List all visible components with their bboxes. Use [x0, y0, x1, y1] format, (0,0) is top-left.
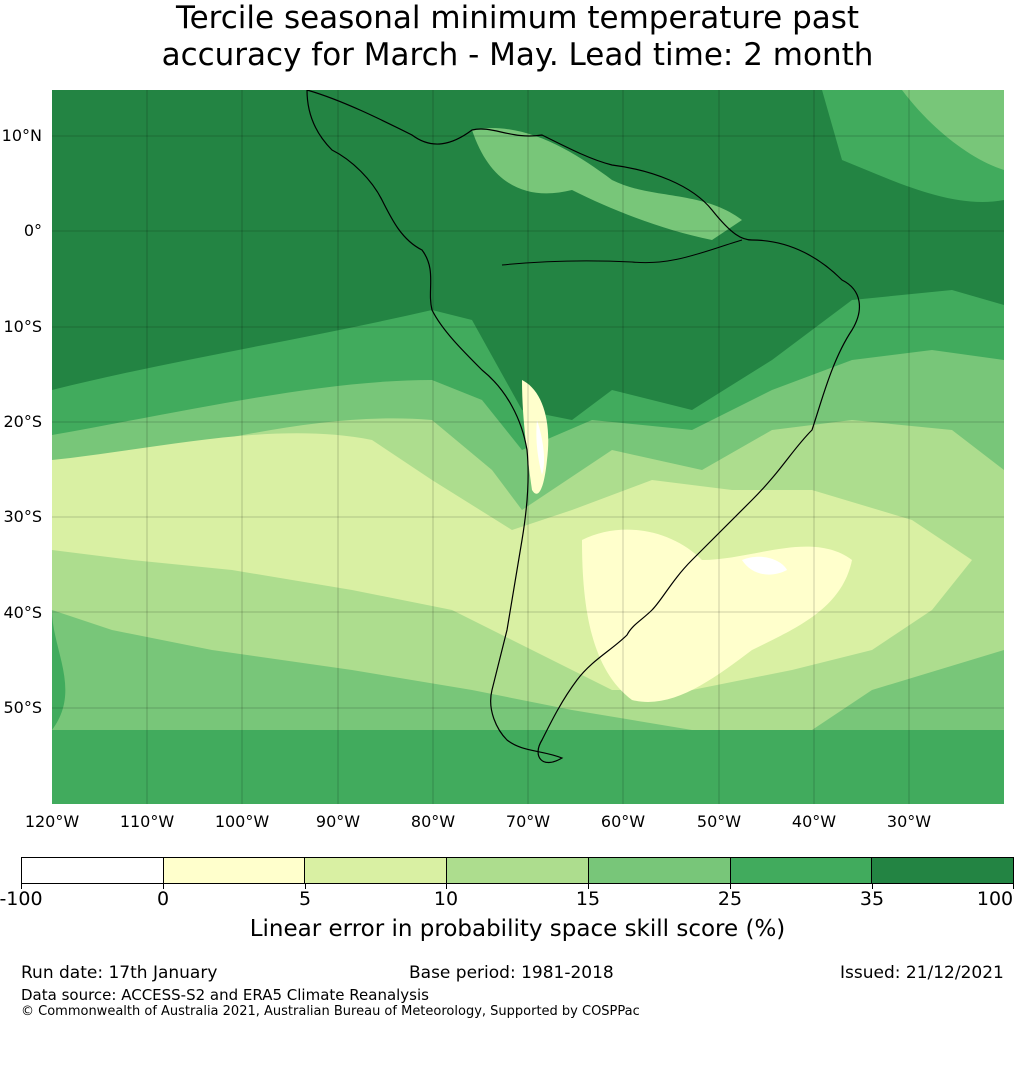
lat-label: 20°S — [3, 412, 42, 431]
colorbar-segment — [305, 858, 448, 883]
colorbar-segment — [447, 858, 589, 883]
base-period: Base period: 1981-2018 — [409, 963, 614, 983]
colorbar-tick-mark — [872, 884, 873, 889]
coastline — [306, 90, 860, 764]
colorbar-tick-mark — [305, 884, 306, 889]
skill-map-canvas — [52, 90, 1004, 804]
colorbar-tick-mark — [588, 884, 589, 889]
lon-label: 90°W — [315, 812, 361, 831]
colorbar-tick-label: 100 — [976, 888, 1014, 910]
lon-label: 100°W — [214, 812, 270, 831]
lon-label: 50°W — [696, 812, 742, 831]
lon-label: 70°W — [505, 812, 551, 831]
lat-label: 30°S — [3, 507, 42, 526]
colorbar-segment — [163, 858, 306, 883]
title-line-2: accuracy for March - May. Lead time: 2 m… — [161, 37, 874, 73]
lon-label: 30°W — [886, 812, 932, 831]
colorbar-tick-mark — [1013, 884, 1014, 889]
lat-label: 40°S — [3, 603, 42, 622]
colorbar-tick-label: 0 — [156, 888, 170, 910]
copyright: © Commonwealth of Australia 2021, Austra… — [21, 1004, 640, 1019]
lon-label: 120°W — [24, 812, 80, 831]
lat-label: 50°S — [3, 698, 42, 717]
skill-region-negative-andes — [536, 420, 545, 475]
colorbar — [21, 857, 1014, 884]
colorbar-tick-label: 5 — [298, 888, 312, 910]
colorbar-segment — [588, 858, 731, 883]
colorbar-tick-label: -100 — [0, 888, 43, 910]
title-line-1: Tercile seasonal minimum temperature pas… — [175, 0, 860, 36]
colorbar-tick-mark — [21, 884, 22, 889]
skill-region-negative — [742, 556, 787, 575]
skill-region-0-5 — [582, 529, 852, 702]
colorbar-segment — [730, 858, 873, 883]
colorbar-segment — [22, 858, 164, 883]
graticule — [52, 90, 1004, 804]
amazon-river — [501, 239, 743, 266]
lat-label: 0° — [23, 221, 42, 240]
lon-label: 40°W — [791, 812, 837, 831]
skill-map — [52, 90, 1004, 804]
lat-label: 10°N — [1, 126, 42, 145]
issued-date: Issued: 21/12/2021 — [840, 963, 1004, 983]
skill-region-15-25-north — [902, 90, 1004, 170]
lon-label: 80°W — [410, 812, 456, 831]
lon-label: 60°W — [600, 812, 646, 831]
colorbar-tick-label: 10 — [433, 888, 459, 910]
skill-region-15-25-caribbean — [472, 128, 742, 240]
colorbar-tick-label: 15 — [575, 888, 601, 910]
run-date: Run date: 17th January — [21, 963, 218, 983]
colorbar-tick-mark — [163, 884, 164, 889]
map-title: Tercile seasonal minimum temperature pas… — [0, 0, 1035, 74]
colorbar-label: Linear error in probability space skill … — [249, 916, 786, 942]
colorbar-tick-label: 35 — [859, 888, 885, 910]
data-source: Data source: ACCESS-S2 and ERA5 Climate … — [21, 986, 429, 1004]
lon-label: 110°W — [119, 812, 175, 831]
colorbar-tick-mark — [730, 884, 731, 889]
colorbar-segment — [872, 858, 1014, 883]
colorbar-tick-mark — [446, 884, 447, 889]
colorbar-tick-label: 25 — [717, 888, 743, 910]
lat-label: 10°S — [3, 317, 42, 336]
